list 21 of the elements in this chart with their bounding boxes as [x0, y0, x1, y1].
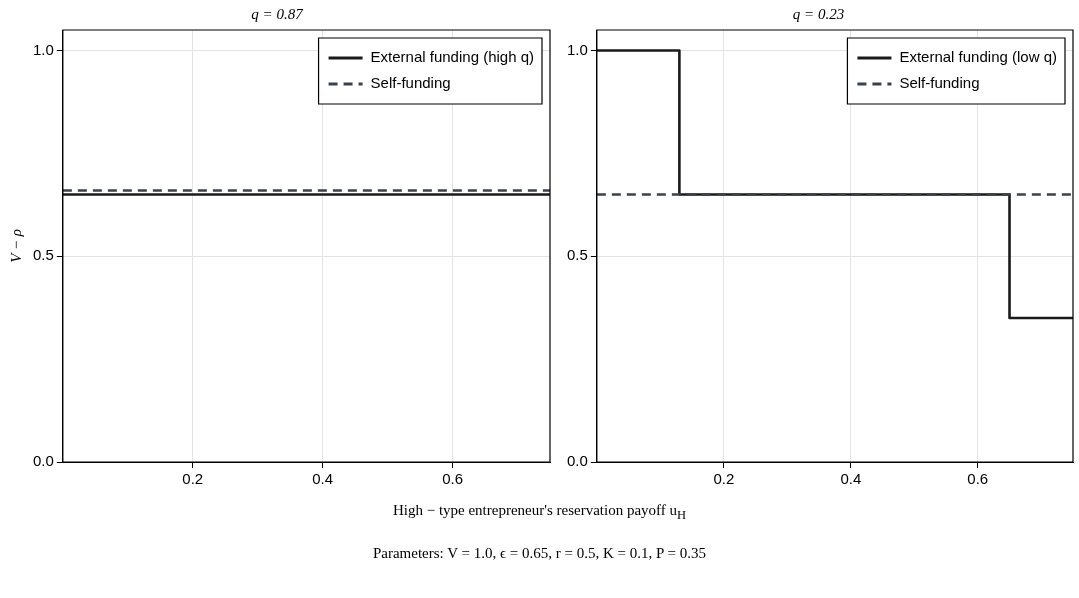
x-tick-label: 0.6: [442, 470, 463, 488]
y-tick-label: 0.5: [32, 246, 54, 264]
y-tick-label: 1.0: [32, 40, 54, 58]
legend-label: External funding (high q): [370, 48, 534, 66]
y-tick-label: 0.5: [566, 246, 588, 264]
y-tick-label: 0.0: [32, 452, 54, 470]
x-tick-label: 0.4: [312, 470, 334, 488]
x-tick-label: 0.4: [840, 470, 862, 488]
x-tick-label: 0.2: [713, 470, 735, 488]
chart-title: q = 0.87: [251, 5, 305, 22]
x-axis-title: High − type entrepreneur's reservation payoff u$_{H}$: [391, 502, 688, 523]
text: Parameters: V = 1.0, ϵ = 0.65, r = 0.5, K = 0.1, P = 0.35: [371, 545, 708, 562]
legend-label: Self-funding: [370, 74, 451, 92]
chart-title: q = 0.23: [792, 5, 845, 22]
legend-label: Self-funding: [899, 74, 980, 92]
legend-label: External funding (low q): [899, 48, 1058, 66]
y-axis-title: V − ρ: [7, 229, 24, 263]
y-tick-label: 0.0: [566, 452, 588, 470]
y-tick-label: 1.0: [566, 40, 588, 58]
x-tick-label: 0.6: [967, 470, 989, 488]
x-tick-label: 0.2: [182, 470, 204, 488]
